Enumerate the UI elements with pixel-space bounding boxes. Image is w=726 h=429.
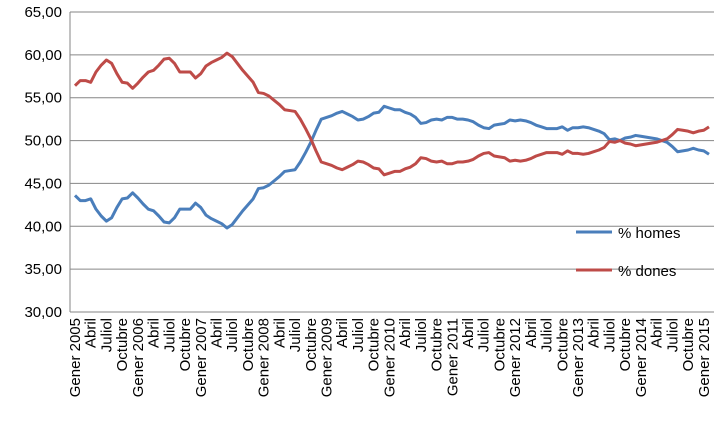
x-tick-label: Octubre xyxy=(303,318,320,371)
series-line xyxy=(73,51,710,177)
x-tick-label: Octubre xyxy=(680,318,697,371)
x-tick-label: Octubre xyxy=(177,318,194,371)
legend-label: % homes xyxy=(618,225,681,242)
x-tick-label: Octubre xyxy=(240,318,257,371)
x-tick-label: Gener 2015 xyxy=(696,318,713,397)
x-tick-label: Abril xyxy=(146,318,163,348)
x-tick-label: Gener 2008 xyxy=(256,318,273,397)
x-tick-label: Juliol xyxy=(287,318,304,352)
x-tick-label: Juliol xyxy=(476,318,493,352)
x-tick-label: Gener 2014 xyxy=(633,318,650,397)
y-tick-label: 35,00 xyxy=(24,261,62,278)
x-tick-label: Gener 2012 xyxy=(507,318,524,397)
x-tick-label: Octubre xyxy=(366,318,383,371)
x-tick-label: Octubre xyxy=(491,318,508,371)
x-tick-label: Juliol xyxy=(161,318,178,352)
x-tick-label: Juliol xyxy=(539,318,556,352)
x-tick-label: Gener 2006 xyxy=(130,318,147,397)
x-tick-label: Abril xyxy=(271,318,288,348)
y-tick-label: 40,00 xyxy=(24,218,62,235)
x-tick-label: Abril xyxy=(334,318,351,348)
series-line xyxy=(73,104,710,230)
x-tick-label: Gener 2007 xyxy=(193,318,210,397)
y-tick-label: 45,00 xyxy=(24,175,62,192)
x-tick-label: Abril xyxy=(83,318,100,348)
y-tick-label: 55,00 xyxy=(24,90,62,107)
x-tick-label: Abril xyxy=(649,318,666,348)
x-tick-label: Gener 2011 xyxy=(444,318,461,396)
x-tick-label: Juliol xyxy=(98,318,115,352)
x-tick-label: Gener 2010 xyxy=(381,318,398,397)
legend-label: % dones xyxy=(618,263,676,280)
x-tick-label: Juliol xyxy=(224,318,241,352)
x-tick-label: Abril xyxy=(523,318,540,348)
x-tick-label: Gener 2009 xyxy=(319,318,336,397)
y-tick-label: 60,00 xyxy=(24,47,62,64)
x-tick-label: Abril xyxy=(397,318,414,348)
x-tick-label: Gener 2005 xyxy=(67,318,84,397)
x-tick-label: Juliol xyxy=(664,318,681,352)
x-tick-label: Octubre xyxy=(429,318,446,371)
x-tick-label: Abril xyxy=(586,318,603,348)
y-tick-label: 65,00 xyxy=(24,4,62,21)
x-tick-label: Juliol xyxy=(350,318,367,352)
x-tick-label: Juliol xyxy=(413,318,430,352)
x-tick-label: Gener 2013 xyxy=(570,318,587,397)
x-tick-label: Octubre xyxy=(617,318,634,371)
x-tick-label: Juliol xyxy=(601,318,618,352)
x-tick-label: Abril xyxy=(460,318,477,348)
y-tick-label: 50,00 xyxy=(24,133,62,150)
x-tick-label: Abril xyxy=(208,318,225,348)
x-tick-label: Octubre xyxy=(114,318,131,371)
x-tick-label: Octubre xyxy=(554,318,571,371)
y-tick-label: 30,00 xyxy=(24,304,62,321)
